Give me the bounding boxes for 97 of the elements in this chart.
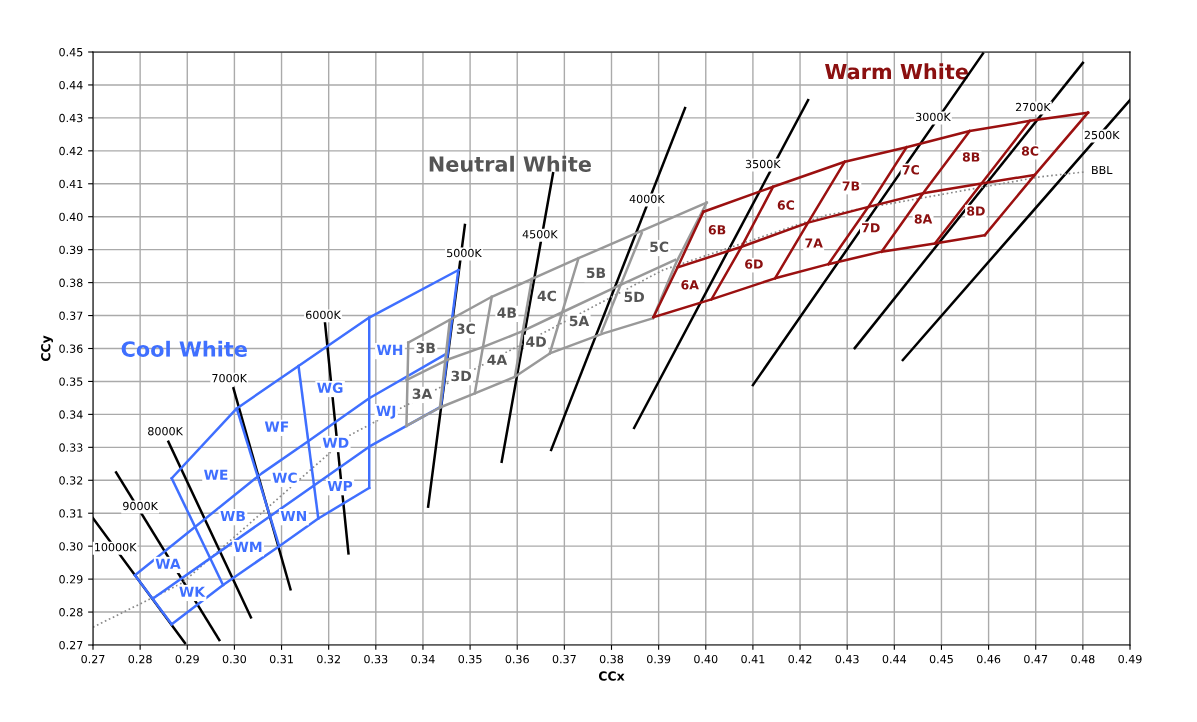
x-tick-label: 0.32 (317, 654, 340, 664)
x-tick-label: 0.49 (1118, 654, 1142, 664)
annotation: WE (204, 469, 228, 480)
y-tick-label: 0.42 (59, 146, 83, 156)
annotation: 6C (777, 200, 795, 210)
annotation: WH (376, 344, 403, 355)
annotation: 3C (456, 323, 475, 335)
annotation: WG (317, 382, 343, 394)
annotation: Cool White (121, 340, 247, 357)
y-tick-label: 0.39 (59, 245, 83, 255)
x-tick-label: 0.47 (1024, 654, 1048, 664)
x-tick-label: 0.34 (411, 654, 435, 664)
annotation: 8A (914, 214, 933, 224)
annotation: WK (179, 586, 206, 597)
annotation: 4C (537, 290, 556, 302)
x-tick-label: 0.31 (269, 654, 293, 664)
annotation: WB (220, 510, 245, 522)
x-tick-label: 0.35 (458, 654, 482, 664)
annotation: 4500K (522, 229, 558, 239)
y-tick-label: 0.27 (59, 640, 83, 650)
y-tick-label: 0.34 (59, 410, 83, 419)
x-tick-label: 0.37 (552, 654, 576, 664)
y-tick-label: 0.30 (59, 542, 83, 551)
x-tick-label: 0.38 (599, 654, 624, 664)
annotation: 6B (708, 225, 726, 235)
x-tick-label: 0.36 (505, 654, 529, 664)
annotation: Warm White (825, 63, 968, 80)
annotation: 8D (967, 206, 985, 216)
annotation: 3A (412, 388, 433, 399)
annotation: 5C (650, 241, 669, 253)
annotation: 3B (416, 342, 435, 354)
y-axis-title: CCy (41, 335, 53, 362)
y-tick-label: 0.36 (59, 344, 83, 353)
x-tick-label: 0.46 (976, 654, 1001, 664)
y-tick-label: 0.45 (59, 47, 83, 57)
y-tick-label: 0.43 (59, 113, 83, 123)
annotation: WP (327, 480, 353, 492)
x-tick-label: 0.29 (175, 654, 199, 664)
annotation: 7A (805, 238, 823, 248)
annotation: 5000K (447, 248, 482, 258)
annotation: 4B (497, 307, 517, 318)
annotation: 5A (569, 315, 590, 327)
y-tick-label: 0.40 (59, 212, 83, 222)
x-tick-label: 0.33 (364, 654, 388, 664)
annotation: 2500K (1084, 130, 1120, 140)
annotation: WN (280, 510, 306, 522)
annotation: 7B (842, 181, 860, 191)
annotation: WD (322, 437, 349, 448)
x-tick-label: 0.30 (222, 654, 247, 664)
y-tick-label: 0.38 (59, 278, 83, 287)
annotation: 7000K (212, 373, 248, 383)
annotation: 8B (962, 152, 980, 162)
annotation: 8000K (148, 427, 184, 436)
annotation: 4A (487, 354, 508, 365)
annotation: 7D (862, 223, 880, 233)
x-tick-label: 0.39 (647, 654, 671, 664)
annotation: BBL (1092, 165, 1113, 174)
x-axis-title: CCx (598, 671, 625, 681)
annotation: 3500K (745, 159, 781, 169)
x-tick-label: 0.48 (1071, 654, 1095, 664)
annotation: 2700K (1015, 102, 1051, 112)
annotation: 6000K (306, 310, 342, 320)
x-tick-label: 0.28 (128, 654, 152, 664)
annotation: 6D (745, 259, 763, 269)
annotation: 3000K (916, 112, 951, 122)
annotation: 3D (451, 370, 472, 382)
annotation: WC (272, 472, 297, 483)
y-tick-label: 0.44 (59, 80, 83, 90)
annotation: Neutral White (429, 155, 591, 172)
y-tick-label: 0.33 (59, 443, 83, 452)
x-tick-label: 0.27 (81, 654, 105, 664)
x-tick-label: 0.40 (694, 654, 718, 664)
annotation: 5D (624, 291, 644, 303)
annotation: 9000K (123, 501, 159, 511)
y-tick-label: 0.32 (59, 476, 83, 485)
annotation: 4D (526, 336, 546, 347)
annotation: 8C (1021, 146, 1039, 156)
y-tick-label: 0.35 (59, 377, 83, 386)
annotation: WF (264, 421, 289, 432)
x-tick-label: 0.45 (929, 654, 953, 664)
y-tick-label: 0.31 (59, 509, 83, 518)
annotation: 7C (902, 165, 919, 175)
x-tick-label: 0.41 (741, 654, 765, 664)
annotation: WJ (376, 405, 396, 419)
y-tick-label: 0.37 (59, 311, 83, 320)
annotation: 4000K (629, 194, 665, 204)
y-tick-label: 0.28 (59, 608, 83, 617)
annotation: 6A (681, 280, 699, 290)
annotation: WM (233, 541, 262, 552)
annotation: WA (155, 558, 181, 569)
x-tick-label: 0.44 (882, 654, 907, 664)
y-tick-label: 0.41 (59, 179, 83, 189)
annotation: 10000K (95, 542, 137, 552)
x-tick-label: 0.42 (788, 654, 812, 664)
annotation: 5B (586, 267, 606, 279)
y-tick-label: 0.29 (59, 575, 83, 584)
x-tick-label: 0.43 (835, 654, 859, 664)
